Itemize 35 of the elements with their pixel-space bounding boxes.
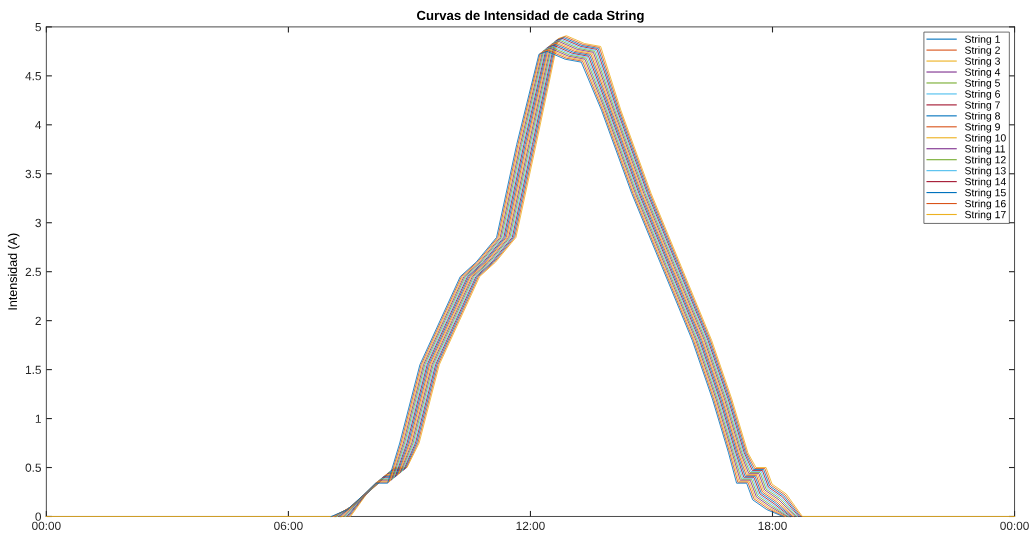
y-axis-title: Intensidad (A)	[7, 233, 20, 310]
x-tick-label: 06:00	[274, 521, 303, 531]
legend-label: String 17	[965, 210, 1006, 221]
legend-label: String 9	[965, 122, 1000, 133]
x-tick-label: 00:00	[1000, 521, 1029, 531]
legend-label: String 15	[965, 188, 1006, 199]
legend-label: String 5	[965, 79, 1000, 89]
legend-label: String 10	[965, 133, 1006, 144]
y-tick-label: 3	[35, 218, 41, 228]
y-tick-label: 2.5	[25, 267, 41, 277]
legend-label: String 2	[965, 46, 1000, 56]
x-tick-label: 18:00	[758, 521, 787, 531]
x-tick-label: 12:00	[516, 521, 545, 531]
legend-label: String 8	[965, 111, 1000, 122]
y-tick-label: 1	[35, 414, 41, 423]
legend-label: String 14	[965, 177, 1006, 188]
legend-label: String 7	[965, 101, 1000, 111]
chart-title: Curvas de Intensidad de cada String	[416, 10, 644, 23]
legend-label: String 6	[965, 90, 1000, 100]
legend-label: String 12	[965, 155, 1006, 166]
y-tick-label: 0	[35, 512, 42, 521]
legend-label: String 4	[965, 68, 1001, 78]
y-tick-label: 0.5	[25, 463, 41, 472]
y-tick-label: 4	[35, 120, 42, 130]
legend-label: String 13	[965, 166, 1006, 177]
y-tick-label: 3.5	[25, 169, 41, 179]
legend-label: String 16	[965, 199, 1006, 210]
legend-label: String 11	[965, 144, 1005, 155]
y-tick-label: 2	[35, 316, 41, 325]
y-tick-label: 1.5	[25, 365, 41, 374]
legend-label: String 3	[965, 57, 1000, 67]
y-tick-label: 4.5	[25, 72, 41, 81]
y-tick-label: 5	[35, 23, 41, 32]
x-tick-label: 00:00	[32, 521, 61, 531]
legend-label: String 1	[965, 35, 1000, 45]
